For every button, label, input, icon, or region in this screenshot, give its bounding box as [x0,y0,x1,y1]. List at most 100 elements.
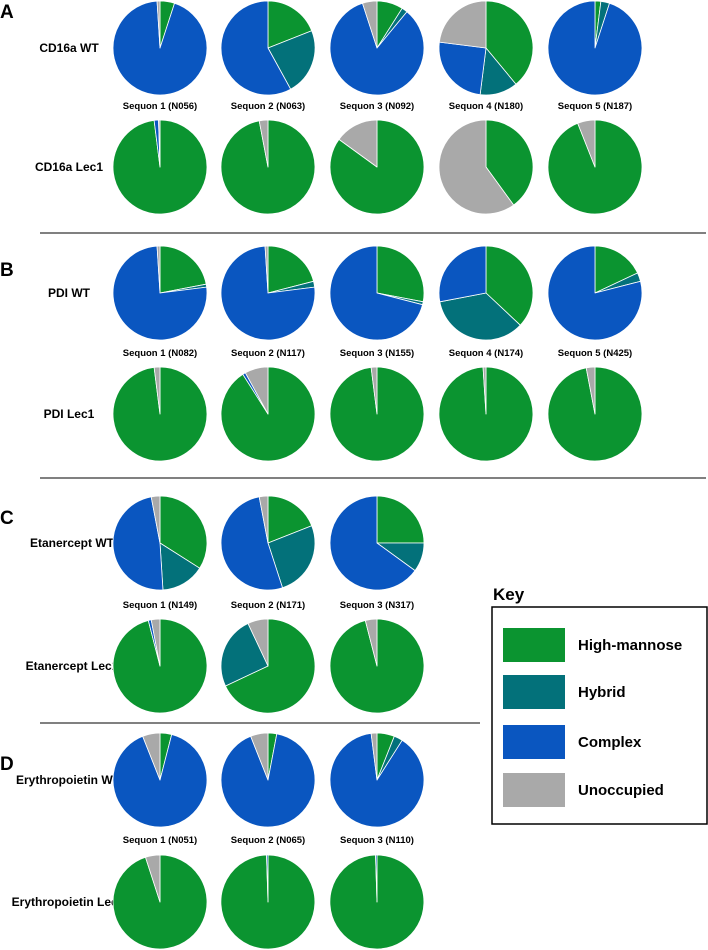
pie-slice-unoccupied [150,618,161,667]
pie-slice-complex [438,41,487,96]
pie-slice-unoccupied [247,618,269,667]
pie-b-lec1-3 [329,366,425,462]
pie-b-wt-3 [329,245,425,341]
pie-slice-unoccupied [364,618,378,667]
legend-label-high-mannose: High-mannose [578,637,682,654]
legend-swatch-hybrid [503,675,565,709]
pie-slice-complex [112,734,208,828]
pie-slice-unoccupied [156,245,161,294]
pie-slice-unoccupied [158,119,161,168]
pie-slice-high-mannose [159,245,207,294]
pie-c-wt-1 [112,495,208,591]
pie-slice-complex [329,495,416,591]
pie-b-wt-2 [220,245,316,341]
pie-d-lec1-2 [220,854,316,950]
panel-letter-d: D [0,754,14,775]
pie-slice-high-mannose [376,245,425,303]
pie-slice-hybrid [439,292,521,341]
sequon-label: Sequon 4 (N180) [449,101,523,112]
pie-slice-complex [329,2,425,96]
pie-slice-unoccupied [244,366,269,415]
pie-slice-unoccupied [362,0,378,49]
pie-slice-unoccupied [156,0,161,49]
pie-slice-unoccupied [438,0,487,49]
pie-b-lec1-4 [438,366,534,462]
pie-slice-high-mannose [376,495,425,544]
pie-slice-unoccupied [258,495,269,544]
pie-slice-complex [220,733,316,828]
pie-slice-complex [220,496,283,591]
sequon-label: Sequon 1 (N149) [123,600,197,611]
row-label: Erythropoietin WT [16,773,121,787]
sequon-label: Sequon 1 (N056) [123,101,197,112]
pie-slice-high-mannose [267,245,314,294]
pie-slice-unoccupied [482,366,487,415]
pie-slice-unoccupied [370,366,378,415]
pie-slice-unoccupied [258,119,269,168]
pie-a-lec1-2 [220,119,316,215]
pie-b-lec1-5 [547,366,643,462]
pie-slice-high-mannose [267,0,313,49]
pie-d-lec1-3 [329,854,425,950]
legend-swatch-complex [503,725,565,759]
legend-swatch-high-mannose [503,628,565,662]
pie-d-wt-1 [112,732,208,828]
pie-slice-unoccupied [577,119,596,168]
legend-swatch-unoccupied [503,773,565,807]
sequon-label: Sequon 1 (N082) [123,348,197,359]
pie-a-lec1-1 [112,119,208,215]
pie-slice-unoccupied [142,732,161,781]
sequon-label: Sequon 4 (N174) [449,348,523,359]
pie-c-lec1-3 [329,618,425,714]
sequon-label: Sequon 2 (N065) [231,835,305,846]
sequon-label: Sequon 1 (N051) [123,835,197,846]
sequon-label: Sequon 3 (N110) [340,835,414,846]
pie-slice-hybrid [267,30,316,90]
row-label: PDI Lec1 [44,407,95,421]
pie-slice-complex [547,0,643,96]
pie-slice-complex [112,496,164,591]
chart-layer: A CD16a WT CD16a Lec1 Sequon 1 (N056) Sequon… [0,0,643,950]
sequon-label: Sequon 3 (N155) [340,348,414,359]
pie-c-lec1-1 [112,618,208,714]
sequon-label: Sequon 2 (N063) [231,101,305,112]
pie-slice-unoccupied [264,245,269,294]
panel-letter-a: A [0,2,14,23]
pie-slice-hybrid [267,525,316,589]
panel-letter-b: B [0,260,14,281]
pie-slice-high-mannose [225,618,316,714]
pie-a-wt-1 [112,0,208,96]
pie-a-lec1-4 [438,119,534,215]
panel-letter-c: C [0,508,14,529]
pie-b-lec1-1 [112,366,208,462]
pie-a-wt-4 [438,0,534,96]
pie-a-lec1-3 [329,119,425,215]
pie-a-lec1-5 [547,119,643,215]
legend-label-unoccupied: Unoccupied [578,782,664,799]
pie-slice-unoccupied [250,732,269,781]
row-label: Etanercept Lec1 [26,659,119,673]
legend-label-hybrid: Hybrid [578,684,626,701]
pie-slice-unoccupied [585,366,596,415]
pie-slice-complex [220,0,292,96]
pie-a-wt-3 [329,0,425,96]
pie-a-wt-5 [547,0,643,96]
sequon-label: Sequon 5 (N425) [558,348,632,359]
sequon-label: Sequon 2 (N171) [231,600,305,611]
sequon-label: Sequon 3 (N317) [340,600,414,611]
pie-slice-complex [329,245,423,341]
row-label: CD16a WT [39,41,99,55]
pie-slice-unoccupied [438,119,515,215]
pie-a-wt-2 [220,0,316,96]
sequon-label: Sequon 3 (N092) [340,101,414,112]
pie-slice-complex [438,245,487,303]
pie-d-wt-2 [220,732,316,828]
pie-b-wt-5 [547,245,643,341]
pie-slice-unoccupied [370,732,378,781]
pie-b-wt-4 [438,245,534,341]
row-label: Etanercept WT [30,536,115,550]
pie-slice-hybrid [220,623,269,687]
sequon-label: Sequon 5 (N187) [558,101,632,112]
row-label: CD16a Lec1 [35,160,103,174]
